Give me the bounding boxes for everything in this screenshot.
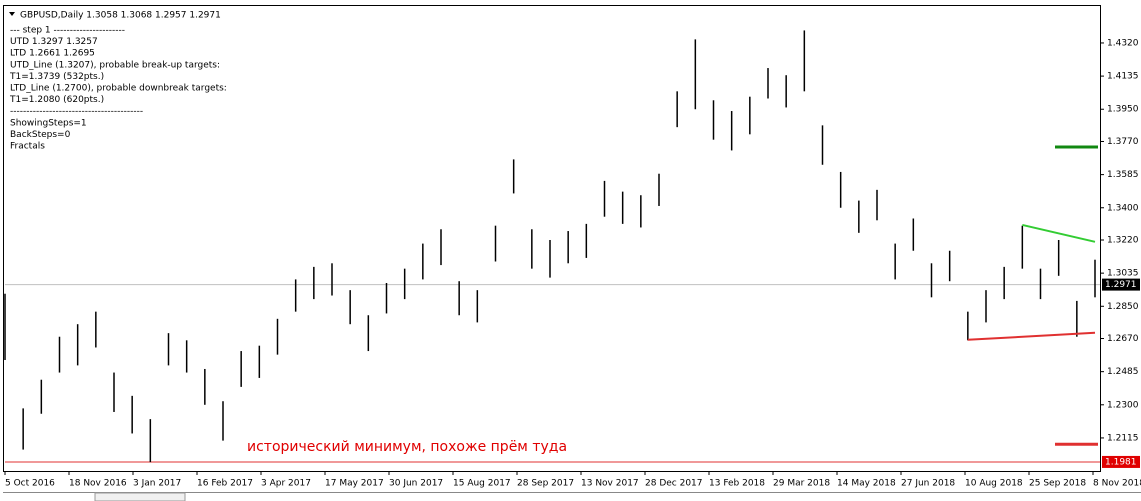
y-tick-label: 1.2850 (1107, 302, 1139, 312)
y-tick-label: 1.2670 (1107, 334, 1139, 344)
x-tick-label: 15 Aug 2017 (453, 479, 511, 489)
y-tick-label: 1.3770 (1107, 137, 1139, 147)
x-tick-label: 29 Mar 2018 (773, 479, 830, 489)
x-tick-label: 3 Apr 2017 (261, 479, 311, 489)
x-tick-label: 30 Jun 2017 (389, 479, 443, 489)
y-tick-label: 1.4320 (1107, 38, 1139, 48)
price-label: 1.2971 (1105, 280, 1137, 290)
info-line: ShowingSteps=1 (10, 118, 87, 128)
x-tick-label: 28 Sep 2017 (517, 479, 574, 489)
info-line: UTD_Line (1.3207), probable break-up tar… (10, 60, 220, 70)
x-tick-label: 18 Nov 2016 (69, 479, 127, 489)
x-tick-label: 10 Aug 2018 (965, 479, 1023, 489)
info-line: ----------------------------------------… (10, 107, 143, 117)
info-line: T1=1.2080 (620pts.) (9, 95, 104, 105)
y-tick-label: 1.3220 (1107, 236, 1139, 246)
price-label-box (1102, 278, 1140, 291)
chart-title: GBPUSD,Daily 1.3058 1.3068 1.2957 1.2971 (20, 11, 221, 21)
x-tick-label: 28 Dec 2017 (645, 479, 703, 489)
price-label: 1.1981 (1105, 457, 1137, 467)
x-tick-label: 25 Sep 2018 (1029, 479, 1086, 489)
x-tick-label: 16 Feb 2017 (197, 479, 253, 489)
trend-line (1022, 223, 1096, 243)
x-tick-label: 14 May 2018 (837, 479, 896, 489)
x-tick-label: 17 May 2017 (325, 479, 384, 489)
plot-frame (3, 5, 1101, 472)
y-tick-label: 1.2300 (1107, 400, 1139, 410)
info-line: BackSteps=0 (10, 130, 71, 140)
tab[interactable] (94, 492, 186, 501)
info-line: Fractals (10, 142, 45, 152)
info-line: T1=1.3739 (532pts.) (9, 72, 104, 82)
annotation: исторический минимум, похоже прём туда (247, 439, 567, 455)
x-tick-label: 5 Oct 2016 (5, 479, 55, 489)
trend-line (967, 331, 1096, 341)
info-line: LTD 1.2661 1.2695 (10, 49, 95, 59)
info-line: --- step 1 ---------------------- (10, 26, 125, 36)
y-tick-label: 1.4135 (1107, 72, 1139, 82)
y-tick-label: 1.2115 (1107, 433, 1139, 443)
x-tick-label: 27 Jun 2018 (901, 479, 955, 489)
info-line: LTD_Line (1.2700), probable downbreak ta… (10, 84, 227, 94)
y-tick-label: 1.3035 (1107, 269, 1139, 279)
x-tick-label: 13 Feb 2018 (709, 479, 765, 489)
collapse-icon[interactable] (9, 12, 15, 16)
y-tick-label: 1.3400 (1107, 203, 1139, 213)
y-tick-label: 1.3585 (1107, 170, 1139, 180)
price-label-box (1102, 455, 1140, 468)
x-tick-label: 13 Nov 2017 (581, 479, 639, 489)
x-tick-label: 3 Jan 2017 (133, 479, 181, 489)
y-tick-label: 1.2485 (1107, 367, 1139, 377)
x-tick-label: 8 Nov 2018 (1093, 479, 1141, 489)
info-line: UTD 1.3297 1.3257 (10, 37, 98, 47)
y-tick-label: 1.3950 (1107, 105, 1139, 115)
